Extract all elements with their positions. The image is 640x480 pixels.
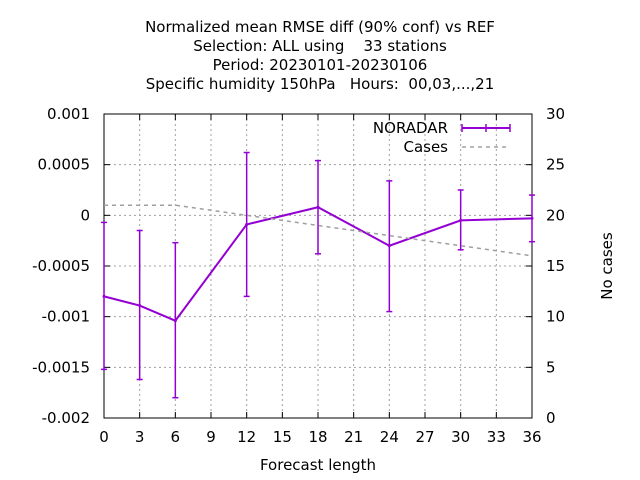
- x-tick-label-12: 36: [522, 428, 541, 446]
- y-tick-label-5: 0.0005: [38, 156, 91, 174]
- x-tick-label-0: 0: [99, 428, 109, 446]
- error-bar-7: [529, 194, 535, 243]
- series-noradar: [101, 151, 535, 399]
- y-axis-right: 0 5 10 15 20 25 30: [526, 105, 565, 427]
- y-tick-label-0: -0.002: [42, 409, 90, 427]
- y-tick-label-4: 0: [80, 206, 90, 224]
- error-bar-3: [243, 151, 250, 298]
- error-bar-0: [101, 221, 107, 371]
- y2-tick-label-4: 20: [546, 206, 565, 224]
- data-point: [316, 205, 320, 209]
- error-bar-1: [136, 229, 143, 381]
- y2-tick-label-3: 15: [546, 257, 565, 275]
- error-bar-4: [315, 159, 321, 255]
- y-tick-label-3: -0.0005: [32, 257, 90, 275]
- x-tick-label-1: 3: [135, 428, 145, 446]
- y2-tick-label-1: 5: [546, 358, 556, 376]
- y2-axis-label: No cases: [598, 232, 616, 300]
- x-tick-label-9: 27: [415, 428, 434, 446]
- x-tick-label-2: 6: [171, 428, 181, 446]
- title-line-2: Period: 20230101-20230106: [213, 56, 428, 74]
- y2-tick-label-6: 30: [546, 105, 565, 123]
- x-tick-label-11: 33: [487, 428, 506, 446]
- title-line-3: Specific humidity 150hPa Hours: 00,03,..…: [146, 75, 495, 93]
- x-tick-label-7: 21: [344, 428, 363, 446]
- y-tick-label-6: 0.001: [47, 105, 90, 123]
- title-line-1: Selection: ALL using 33 stations: [193, 37, 447, 55]
- error-bar-6: [457, 189, 464, 251]
- legend-label: NORADAR: [373, 119, 448, 137]
- x-tick-label-5: 15: [273, 428, 292, 446]
- legend-label: Cases: [403, 138, 448, 156]
- data-point: [387, 244, 391, 248]
- title-line-0: Normalized mean RMSE diff (90% conf) vs …: [145, 18, 495, 36]
- y2-tick-label-0: 0: [546, 409, 556, 427]
- x-tick-label-6: 18: [308, 428, 327, 446]
- x-tick-label-10: 30: [451, 428, 470, 446]
- x-axis-label: Forecast length: [260, 456, 376, 474]
- x-tick-label-3: 9: [206, 428, 216, 446]
- error-bar-5: [386, 180, 393, 313]
- chart-title: Normalized mean RMSE diff (90% conf) vs …: [145, 18, 495, 93]
- data-point: [173, 319, 177, 323]
- y-tick-label-2: -0.001: [42, 308, 90, 326]
- grid: [104, 114, 532, 418]
- y2-tick-label-5: 25: [546, 156, 565, 174]
- legend-item-noradar: NORADAR: [373, 119, 511, 137]
- x-tick-label-4: 12: [237, 428, 256, 446]
- data-point: [102, 294, 106, 298]
- data-point: [459, 218, 463, 222]
- y-axis-left: -0.002 -0.0015 -0.001 -0.0005 0 0.0005 0.001: [32, 105, 110, 427]
- series: [101, 151, 535, 399]
- series-line-noradar: [103, 206, 533, 322]
- y2-tick-label-2: 10: [546, 308, 565, 326]
- data-point: [530, 216, 534, 220]
- data-point: [138, 304, 142, 308]
- x-axis: 0 3 6 9 12 15 18 21 24 27 30 33 36: [99, 114, 542, 446]
- x-tick-label-8: 24: [380, 428, 399, 446]
- legend-item-cases: Cases: [403, 138, 508, 156]
- y-tick-label-1: -0.0015: [32, 358, 90, 376]
- data-point: [245, 222, 249, 226]
- error-bar-2: [172, 241, 179, 399]
